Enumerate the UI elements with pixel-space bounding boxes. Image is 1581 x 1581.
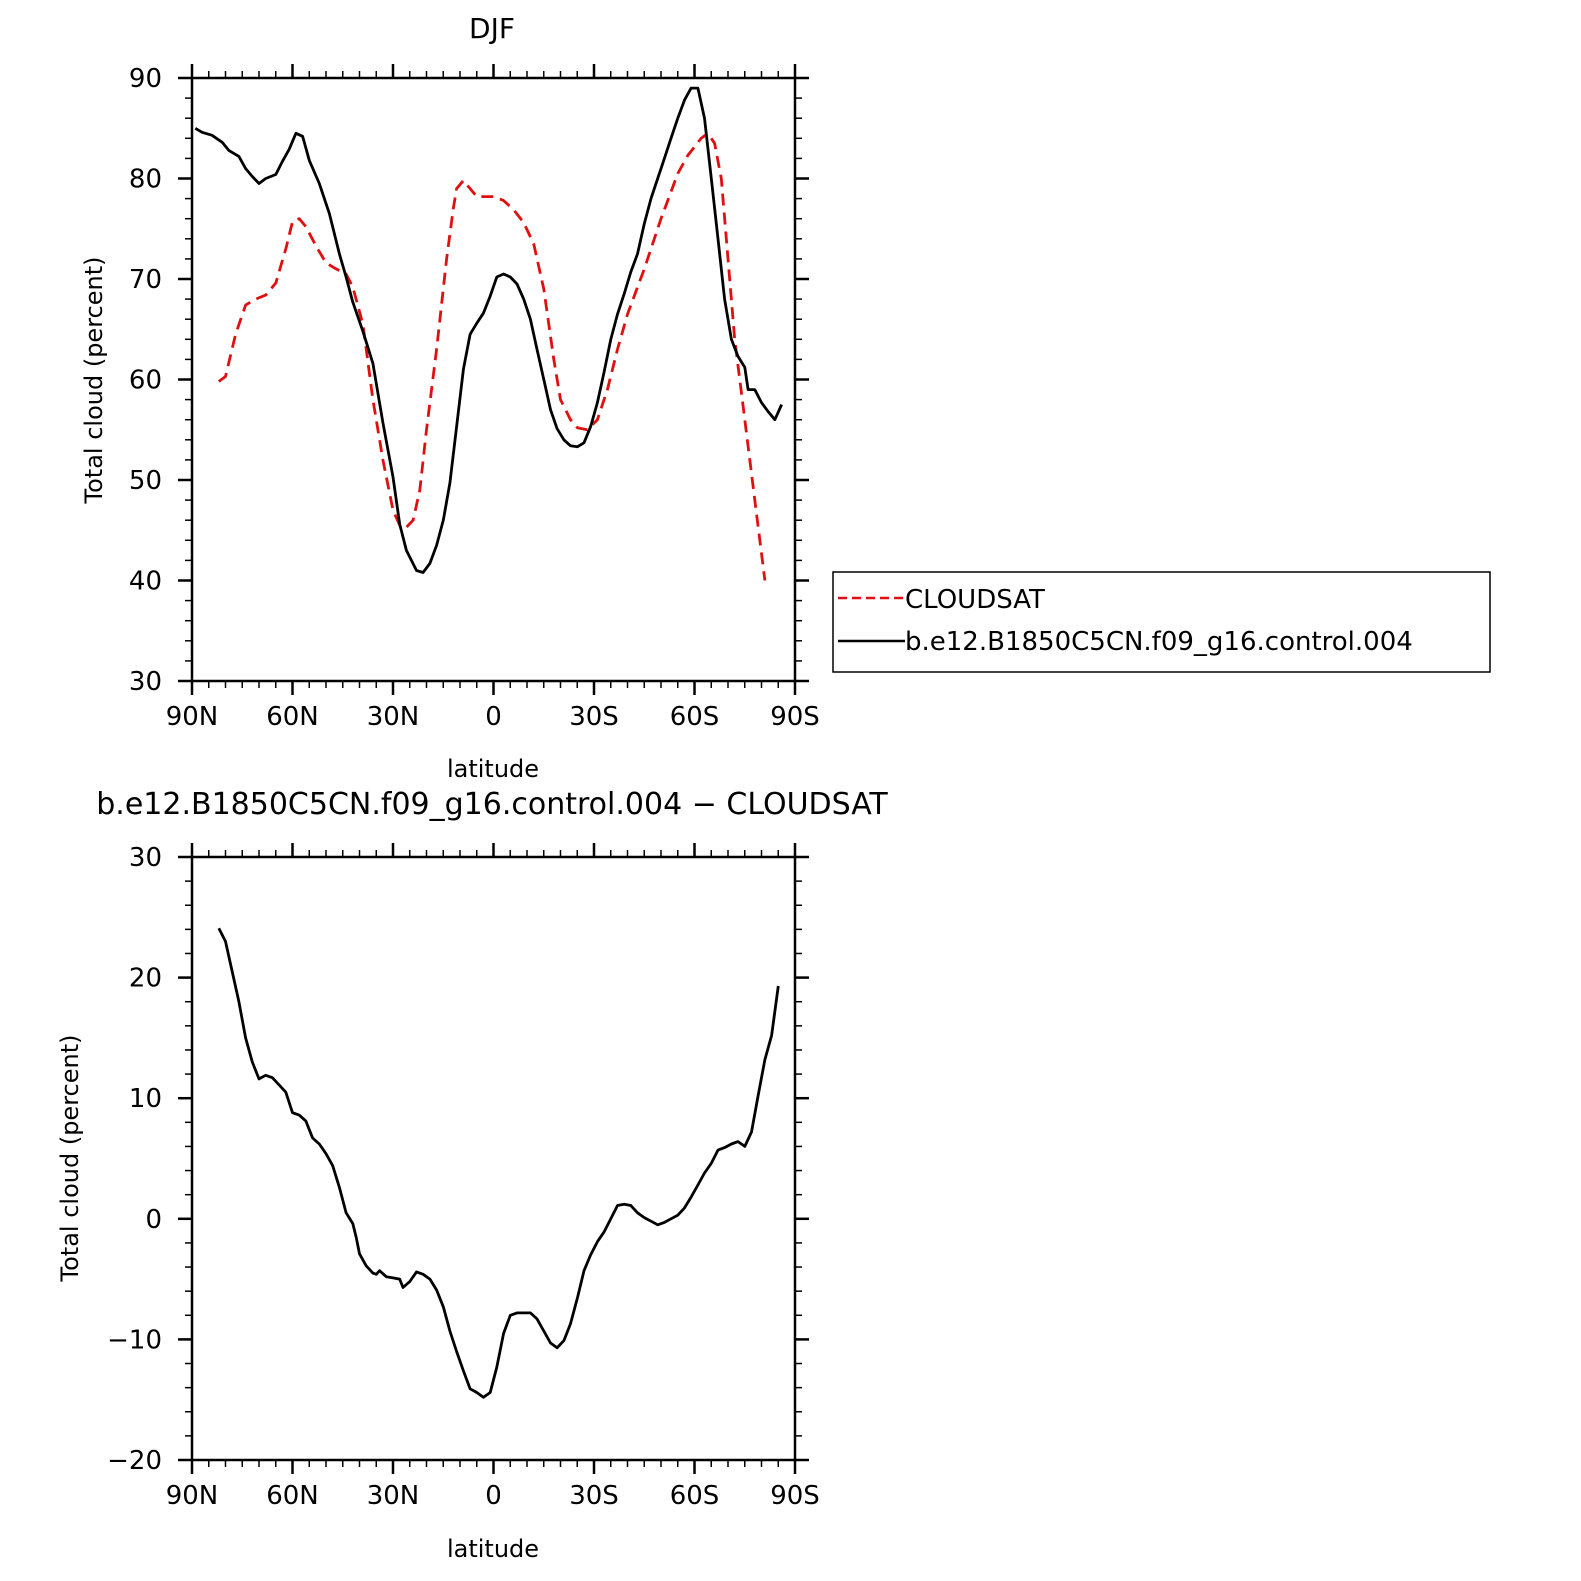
bottom-y-tick-label: −10 <box>107 1325 162 1355</box>
top-series-layer <box>194 86 783 581</box>
bottom-x-tick-label: 0 <box>485 1481 502 1511</box>
top-x-tick-label: 90N <box>166 702 219 732</box>
bottom-x-tick-label: 90N <box>166 1481 219 1511</box>
top-title: DJF <box>469 12 515 45</box>
bottom-x-axis-label: latitude <box>447 1535 539 1563</box>
top-y-tick-label: 70 <box>129 265 162 295</box>
top-axis-ticks <box>178 64 809 695</box>
legend-label-model: b.e12.B1850C5CN.f09_g16.control.004 <box>905 627 1413 657</box>
top-y-tick-label: 50 <box>129 466 162 496</box>
top-series-line-1 <box>194 86 783 574</box>
bottom-axis-ticks <box>178 843 809 1474</box>
legend: CLOUDSAT b.e12.B1850C5CN.f09_g16.control… <box>832 571 1491 673</box>
bottom-y-tick-label: 10 <box>129 1084 162 1114</box>
bottom-x-tick-label: 90S <box>770 1481 820 1511</box>
bottom-x-tick-label: 30S <box>569 1481 619 1511</box>
legend-label-cloudsat: CLOUDSAT <box>905 585 1045 615</box>
top-panel: DJF 90N 60N 30N 0 30S 60S 90S 30 40 50 60 70 80 90 l… <box>80 12 820 783</box>
bottom-title: b.e12.B1850C5CN.f09_g16.control.004 − CL… <box>96 787 888 822</box>
bottom-y-tick-label: 20 <box>129 964 162 994</box>
top-x-tick-label: 30N <box>367 702 420 732</box>
top-y-tick-labels: 30 40 50 60 70 80 90 <box>129 64 162 697</box>
bottom-x-tick-labels: 90N 60N 30N 0 30S 60S 90S <box>166 1481 820 1511</box>
bottom-panel: b.e12.B1850C5CN.f09_g16.control.004 − CL… <box>56 787 888 1563</box>
bottom-series-layer <box>217 927 780 1399</box>
top-x-tick-label: 60S <box>670 702 720 732</box>
bottom-y-tick-label: 30 <box>129 843 162 873</box>
top-x-tick-labels: 90N 60N 30N 0 30S 60S 90S <box>166 702 820 732</box>
top-y-tick-label: 80 <box>129 165 162 195</box>
top-y-tick-label: 60 <box>129 366 162 396</box>
top-y-tick-label: 30 <box>129 667 162 697</box>
top-x-tick-label: 90S <box>770 702 820 732</box>
top-y-axis-label: Total cloud (percent) <box>80 257 108 505</box>
bottom-plot-frame <box>190 855 797 1462</box>
top-y-tick-label: 40 <box>129 567 162 597</box>
top-series-line-0 <box>217 131 767 581</box>
top-x-tick-label: 0 <box>485 702 502 732</box>
bottom-y-tick-label: −20 <box>107 1446 162 1476</box>
bottom-y-tick-label: 0 <box>145 1205 162 1235</box>
top-x-axis-label: latitude <box>447 755 539 783</box>
bottom-y-axis-label: Total cloud (percent) <box>56 1035 84 1283</box>
top-plot-frame <box>190 76 797 683</box>
bottom-series-line-0 <box>217 927 780 1399</box>
legend-box <box>832 571 1491 673</box>
bottom-x-tick-label: 30N <box>367 1481 420 1511</box>
top-x-tick-label: 60N <box>266 702 319 732</box>
top-x-tick-label: 30S <box>569 702 619 732</box>
top-y-tick-label: 90 <box>129 64 162 94</box>
bottom-x-tick-label: 60S <box>670 1481 720 1511</box>
bottom-x-tick-label: 60N <box>266 1481 319 1511</box>
bottom-y-tick-labels: −20 −10 0 10 20 30 <box>107 843 162 1476</box>
